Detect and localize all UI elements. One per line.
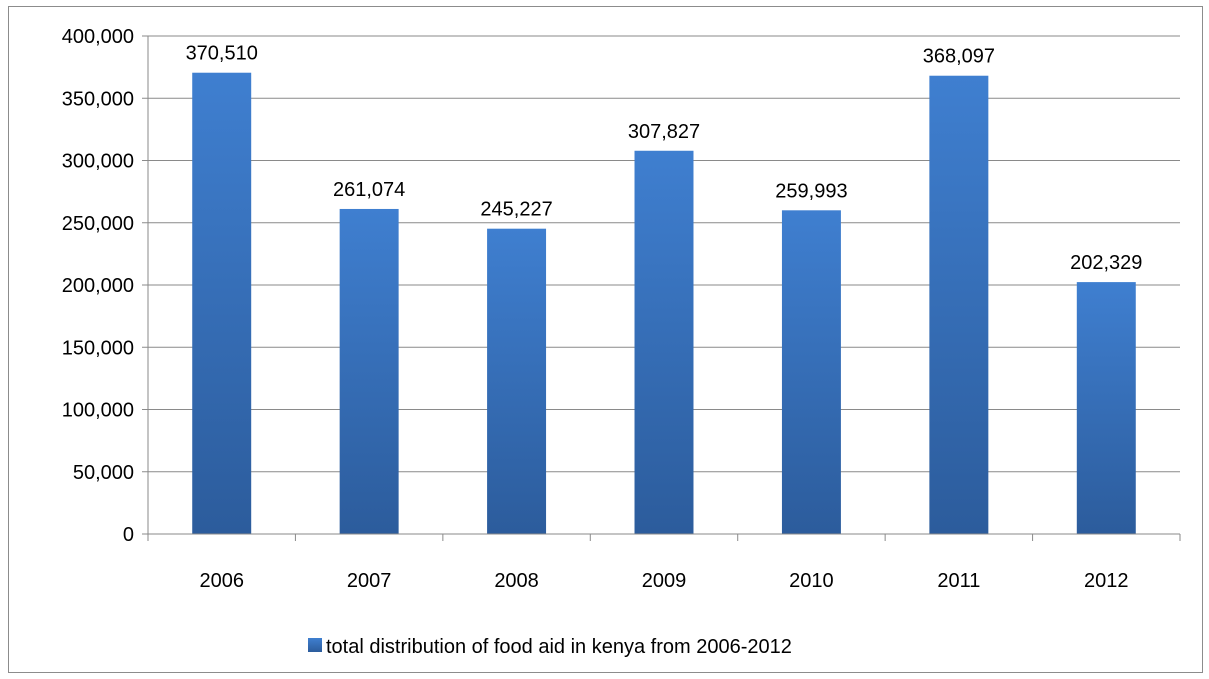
x-tick-label: 2007 [347,570,392,592]
x-tick-label: 2010 [789,570,834,592]
data-label: 307,827 [628,121,700,143]
y-tick-label: 200,000 [62,275,134,297]
y-tick-label: 0 [123,524,134,546]
bars [192,72,1136,535]
x-tick-label: 2009 [642,570,687,592]
data-label: 202,329 [1070,252,1142,274]
bar-2011 [929,75,989,534]
legend-label: total distribution of food aid in kenya … [326,636,792,658]
y-tick-label: 400,000 [62,26,134,48]
x-axis-ticks: 2006 2007 2008 2009 2010 2011 2012 [199,570,1128,592]
bar-2010 [781,210,841,534]
y-tick-label: 350,000 [62,88,134,110]
bar-2012 [1076,282,1136,534]
data-labels: 370,510 261,074 245,227 307,827 259,993 368,0… [186,43,1143,274]
y-tick-label: 300,000 [62,151,134,173]
legend-swatch [308,638,322,652]
y-tick-label: 50,000 [73,462,134,484]
data-label: 245,227 [480,199,552,221]
bar-2009 [634,150,694,535]
data-label: 370,510 [186,43,258,65]
bar-2008 [487,228,547,534]
bar-2006 [192,72,252,534]
y-tick-label: 100,000 [62,400,134,422]
bar-2007 [339,208,399,534]
y-axis-ticks: 0 50,000 100,000 150,000 200,000 250,000 300,0… [62,26,134,546]
x-tick-label: 2006 [199,570,244,592]
x-tick-label: 2011 [937,570,980,592]
data-label: 259,993 [775,180,847,202]
data-label: 261,074 [333,179,405,201]
data-label: 368,097 [923,46,995,68]
y-tick-label: 250,000 [62,213,134,235]
x-tick-label: 2012 [1084,570,1129,592]
x-tick-label: 2008 [494,570,539,592]
axes [142,35,1181,541]
legend: total distribution of food aid in kenya … [308,636,792,658]
y-tick-label: 150,000 [62,337,134,359]
